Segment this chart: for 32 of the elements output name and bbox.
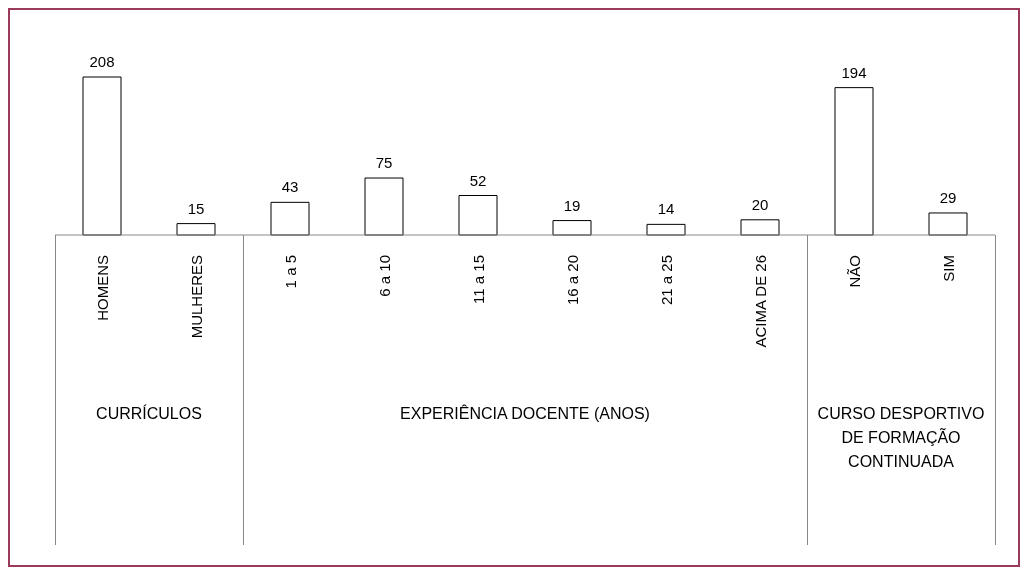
x-tick-label: 21 a 25 <box>658 255 675 306</box>
x-tick-label: HOMENS <box>94 255 111 321</box>
data-label: 194 <box>841 63 867 81</box>
data-label: 29 <box>939 188 957 206</box>
data-label: 208 <box>89 53 115 70</box>
bar <box>552 220 592 236</box>
data-label: 20 <box>751 195 769 213</box>
data-label: 52 <box>469 171 487 189</box>
x-tick-label: 11 a 15 <box>470 255 487 304</box>
text: CURRÍCULOS <box>95 403 203 424</box>
bar <box>928 212 968 236</box>
bar <box>740 219 780 236</box>
data-label: 15 <box>187 199 205 217</box>
x-tick-label: 6 a 10 <box>376 255 393 297</box>
bar <box>458 195 498 236</box>
bar <box>82 76 122 236</box>
x-tick-label: NÃO <box>846 255 863 288</box>
data-label: 14 <box>657 200 675 218</box>
text: CURSO DESPORTIVO DE FORMAÇÃO CONTINUADA <box>817 404 985 472</box>
data-label: 43 <box>281 178 299 196</box>
x-tick-label: MULHERES <box>188 255 205 339</box>
bar <box>176 223 216 236</box>
data-label: 19 <box>563 196 581 214</box>
bar <box>270 201 310 236</box>
x-tick-label: ACIMA DE 26 <box>752 255 769 348</box>
x-tick-label: SIM <box>940 255 957 282</box>
x-tick-label: 1 a 5 <box>282 255 299 289</box>
text: EXPERIÊNCIA DOCENTE (ANOS) <box>399 403 651 424</box>
bar <box>834 87 874 236</box>
bar <box>364 177 404 236</box>
x-tick-label: 16 a 20 <box>564 255 581 306</box>
data-label: 75 <box>375 154 393 172</box>
